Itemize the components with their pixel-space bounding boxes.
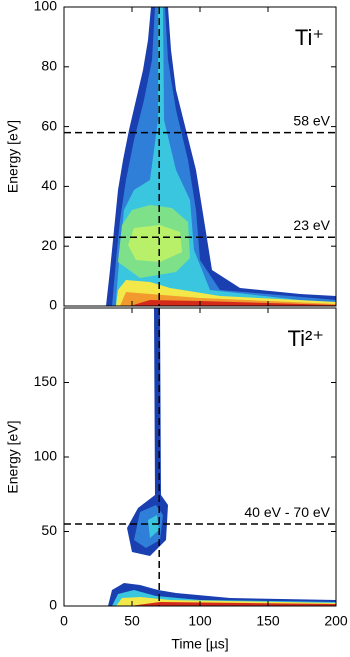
y-tick-label: 150 <box>34 373 58 389</box>
contour-region <box>130 602 336 606</box>
y-tick-label: 80 <box>41 58 57 74</box>
y-tick-label: 20 <box>41 237 57 253</box>
chart-title: Ti⁺ <box>295 25 324 50</box>
x-tick-label: 100 <box>188 613 212 629</box>
x-axis-label: Time [µs] <box>171 636 228 652</box>
contour-region <box>130 300 336 306</box>
contour-map <box>106 7 336 306</box>
y-tick-label: 0 <box>49 597 57 613</box>
y-axis-label: Energy [eV] <box>5 120 21 193</box>
y-tick-label: 60 <box>41 117 57 133</box>
y-tick-label: 40 <box>41 177 57 193</box>
plot-frame <box>63 307 337 607</box>
y-tick-label: 0 <box>49 297 57 313</box>
reference-label: 23 eV <box>293 217 330 233</box>
reference-label: 58 eV <box>293 112 330 128</box>
x-tick-label: 0 <box>60 613 68 629</box>
contour-region <box>148 515 159 538</box>
contour-region <box>128 225 182 262</box>
contour-region <box>127 308 168 556</box>
chart-title: Ti²⁺ <box>288 326 324 351</box>
y-tick-label: 100 <box>34 0 58 14</box>
y-tick-label: 50 <box>41 522 57 538</box>
reference-label: 40 eV - 70 eV <box>244 504 330 520</box>
contour-map <box>108 308 336 606</box>
x-tick-label: 200 <box>324 613 348 629</box>
y-axis-label: Energy [eV] <box>5 420 21 493</box>
x-tick-label: 50 <box>124 613 140 629</box>
x-tick-label: 150 <box>256 613 280 629</box>
y-tick-label: 100 <box>34 448 58 464</box>
